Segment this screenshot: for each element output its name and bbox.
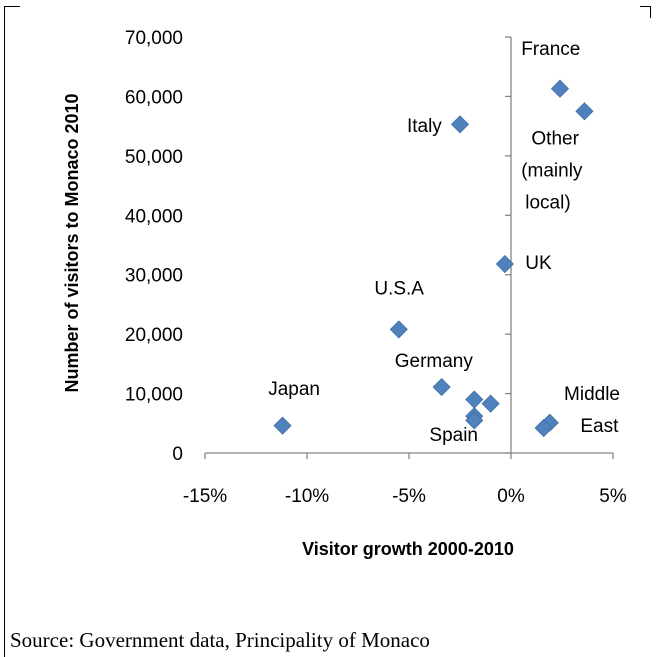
y-tick-label: 30,000: [125, 266, 183, 287]
y-tick-label: 10,000: [125, 385, 183, 406]
data-point: [389, 320, 408, 339]
data-point: [273, 416, 292, 435]
point-label: Spain: [429, 425, 478, 446]
data-point: [550, 79, 570, 98]
point-label: East: [580, 416, 619, 437]
source-note: Source: Government data, Principality of…: [10, 628, 430, 652]
point-label: Germany: [395, 351, 474, 372]
data-point: [432, 377, 451, 397]
data-point: [481, 394, 500, 413]
x-tick-labels: -15% -10% -5% 0% 5%: [183, 486, 627, 507]
x-tick-label: 0%: [497, 486, 525, 507]
data-point: [465, 411, 484, 430]
y-tick-label: 60,000: [125, 87, 183, 108]
point-label: local): [525, 193, 570, 214]
x-axis-title: Visitor growth 2000-2010: [302, 539, 514, 559]
data-point: [465, 390, 484, 409]
x-tick-label: -5%: [392, 486, 426, 507]
y-tick-label: 0: [172, 444, 183, 465]
y-axis-title: Number of visitors to Monaco 2010: [62, 93, 82, 392]
data-point: [534, 418, 553, 438]
x-tick-label: 5%: [599, 486, 627, 507]
x-tick-label: -15%: [183, 486, 227, 507]
data-point: [495, 254, 514, 274]
y-tick-label: 40,000: [125, 206, 183, 227]
y-tick-labels: 0 10,000 20,000 30,000 40,000 50,000 60,000 70,…: [125, 28, 183, 465]
x-tick-label: -10%: [285, 486, 329, 507]
point-label: (mainly: [521, 161, 583, 182]
point-label: Middle: [564, 384, 620, 405]
point-label: Other: [531, 129, 579, 150]
axes: [204, 36, 614, 459]
y-tick-label: 50,000: [125, 147, 183, 168]
data-points: [273, 79, 594, 438]
point-label: Italy: [407, 116, 442, 137]
y-tick-label: 20,000: [125, 325, 183, 346]
data-point: [450, 115, 470, 134]
y-tick-label: 70,000: [125, 28, 183, 49]
point-label: France: [521, 39, 580, 60]
point-label: UK: [525, 253, 552, 274]
point-label: U.S.A: [374, 278, 424, 299]
point-annotations: France Italy Other (mainly local) UK U.S.A Germ…: [268, 39, 620, 446]
point-label: Japan: [268, 379, 320, 400]
data-point: [575, 102, 594, 121]
